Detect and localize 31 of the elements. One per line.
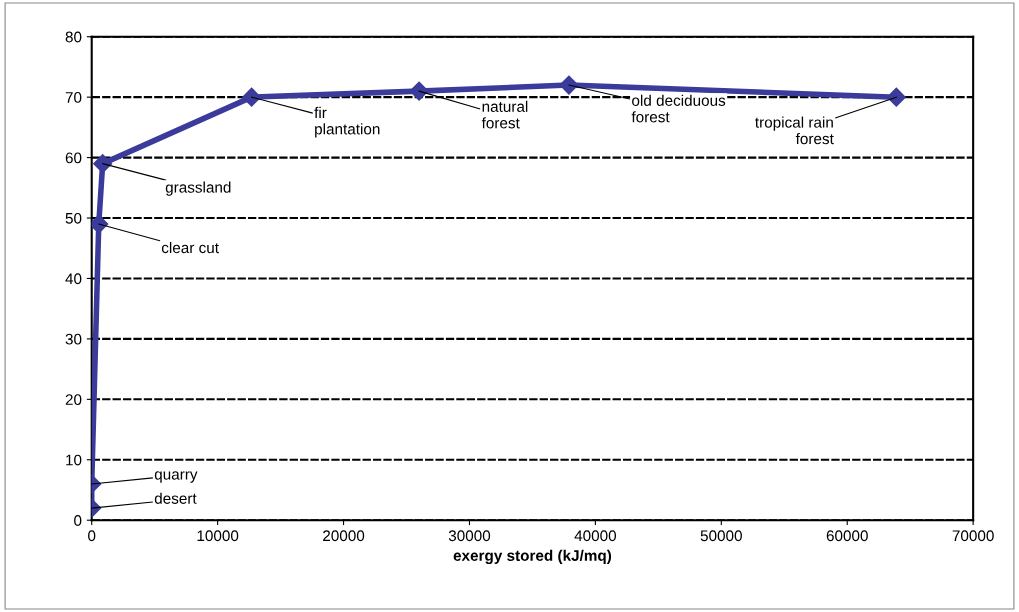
point (886, 87, 906, 107)
y-tick-label: 40 (65, 273, 82, 285)
annotation: natural forest (481, 100, 528, 129)
annotation: tropical rain forest (755, 116, 834, 145)
point (409, 81, 429, 101)
y-tick-label: 10 (66, 454, 82, 466)
y-tick-label: 80 (65, 31, 82, 43)
point (242, 87, 262, 107)
x-tick-label: 60000 (826, 530, 868, 542)
y-tick-label: 30 (65, 333, 82, 345)
x-tick-label: 70000 (952, 530, 994, 542)
x-tick-label: 50000 (700, 530, 742, 542)
x-tick-label: 10000 (197, 530, 239, 542)
annotation: clear cut (161, 241, 219, 254)
annotation: old deciduous forest (631, 94, 726, 123)
y-tick-label: 20 (65, 394, 82, 406)
y-tick-label: 60 (65, 152, 82, 164)
point (91, 214, 109, 234)
annotation: quarry (154, 471, 198, 483)
x-tick-label: 30000 (448, 530, 491, 542)
y-tick-label: 70 (65, 92, 82, 103)
y-tick-label: 0 (74, 515, 82, 526)
point (93, 154, 113, 174)
y-tick-label: 50 (65, 212, 82, 224)
annotation: desert (154, 492, 197, 504)
x-tick-label: 20000 (323, 530, 365, 542)
x-tick-label: 0 (88, 530, 96, 542)
x-axis-title: exergy stored (kJ/mq) (453, 549, 612, 565)
annotation: fir plantation (314, 106, 380, 138)
x-tick-label: 40000 (574, 530, 617, 542)
annotation: grassland (165, 181, 231, 196)
